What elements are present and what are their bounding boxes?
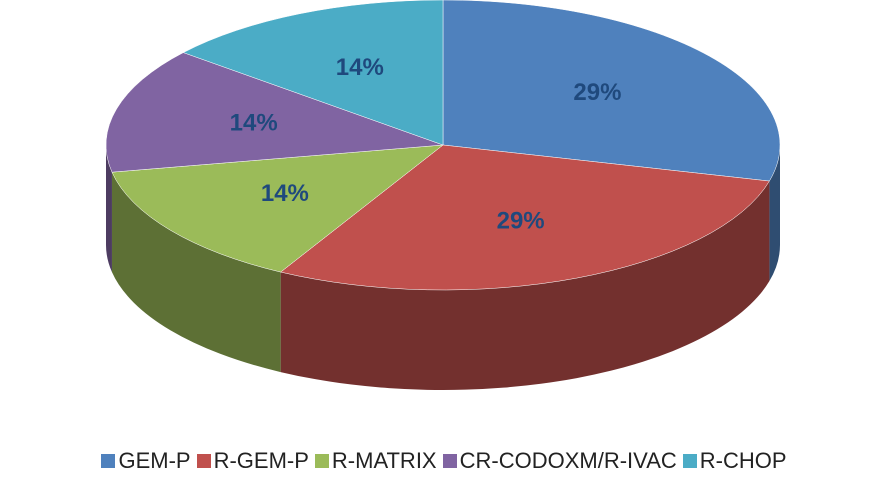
pie-side — [280, 181, 770, 391]
legend-swatch — [442, 454, 457, 468]
legend-swatch — [682, 454, 697, 468]
data-label: 29% — [497, 208, 545, 235]
legend-label: R-MATRIX — [331, 448, 437, 473]
legend-swatch — [196, 454, 211, 468]
data-label: 14% — [230, 109, 278, 136]
legend-item: GEM-P — [101, 448, 191, 474]
legend-item: CR-CODOXM/R-IVAC — [442, 448, 677, 474]
legend-label: CR-CODOXM/R-IVAC — [459, 448, 677, 473]
legend-label: GEM-P — [118, 448, 191, 473]
legend: GEM-P R-GEM-P R-MATRIX CR-CODOXM/R-IVAC R-CH… — [0, 448, 888, 474]
pie-slice — [105, 52, 444, 173]
pie-area: 29% 29% 14% 14% 14% — [105, 0, 781, 391]
pie-side — [769, 145, 780, 282]
legend-swatch — [101, 454, 116, 468]
pie-side — [106, 145, 112, 273]
pie-slice — [280, 144, 770, 291]
legend-item: R-CHOP — [682, 448, 787, 474]
data-label: 14% — [336, 54, 384, 81]
data-label: 29% — [573, 79, 621, 106]
legend-item: R-GEM-P — [196, 448, 309, 474]
legend-label: R-CHOP — [699, 448, 787, 473]
pie-slice — [111, 144, 444, 273]
pie-side — [111, 172, 281, 373]
legend-item: R-MATRIX — [314, 448, 437, 474]
data-label: 14% — [261, 180, 309, 207]
legend-label: R-GEM-P — [213, 448, 309, 473]
pie-slice — [442, 0, 781, 182]
pie-slice — [182, 0, 444, 146]
legend-swatch — [314, 454, 329, 468]
